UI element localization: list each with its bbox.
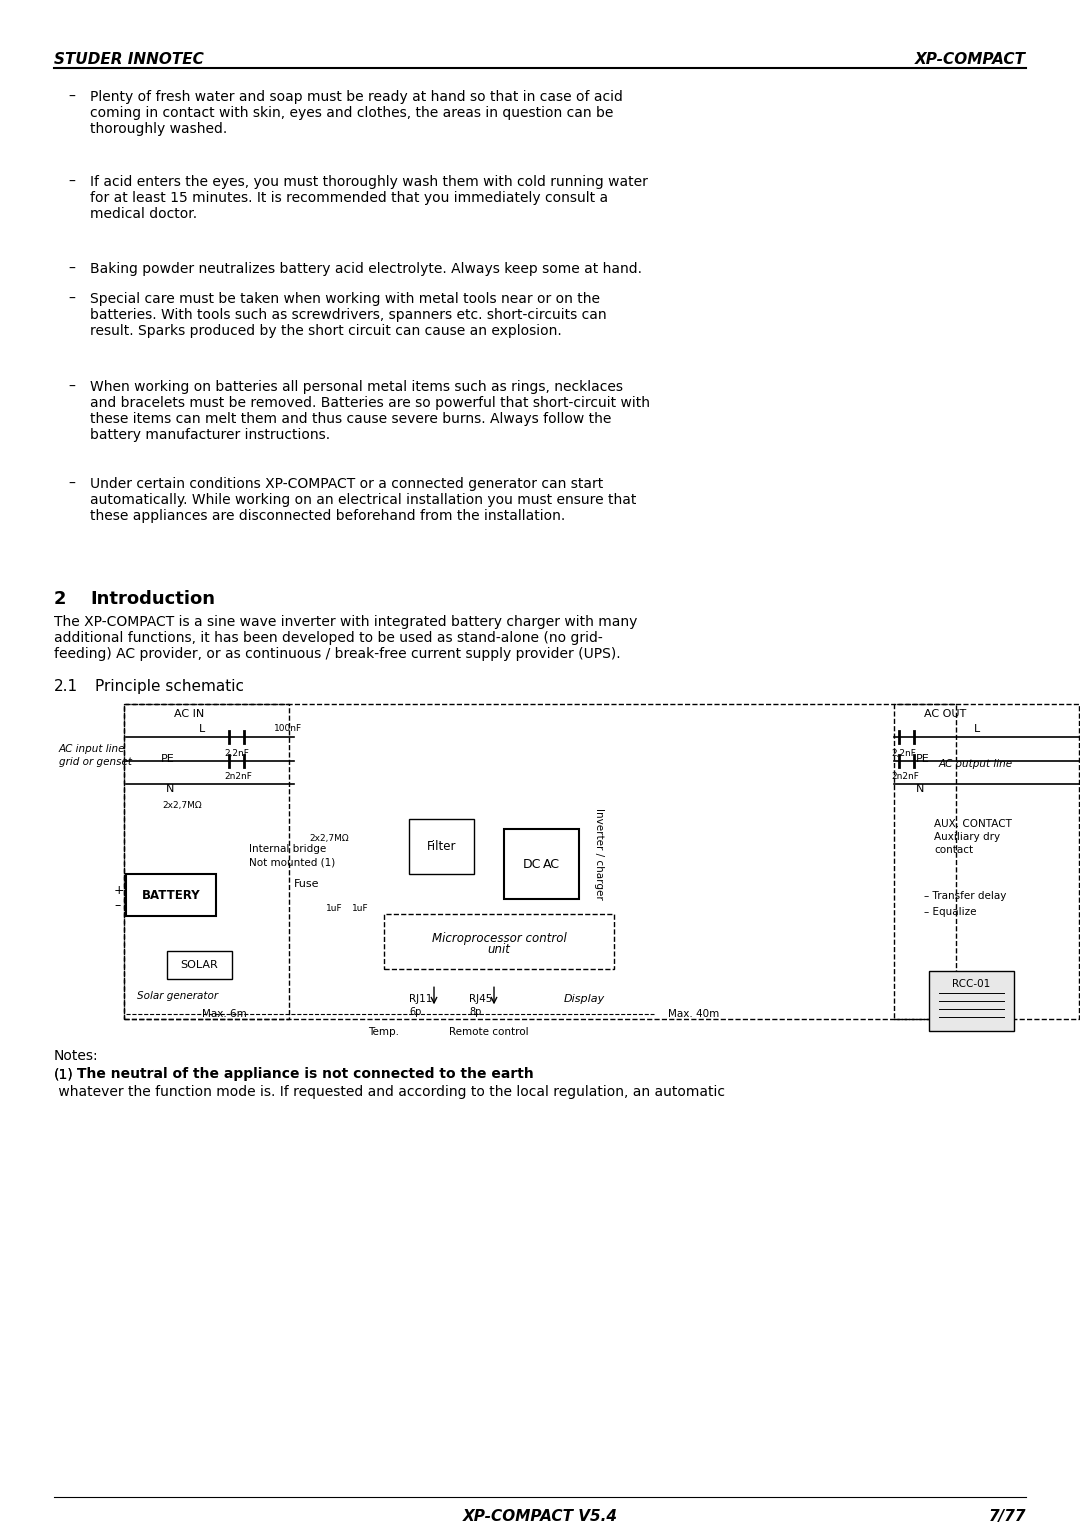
Text: 1uF: 1uF	[352, 905, 368, 914]
Text: 8p: 8p	[469, 1007, 482, 1018]
Text: –: –	[68, 380, 75, 394]
Text: N: N	[916, 784, 924, 795]
Text: Fuse: Fuse	[294, 879, 320, 889]
Bar	[409, 819, 474, 874]
Text: 2n2nF: 2n2nF	[224, 773, 252, 781]
Bar	[929, 972, 1014, 1031]
Text: The neutral of the appliance is not connected to the earth: The neutral of the appliance is not conn…	[72, 1067, 534, 1082]
Text: AC input line: AC input line	[59, 744, 125, 755]
Text: PE: PE	[161, 755, 175, 764]
Text: Baking powder neutralizes battery acid electrolyte. Always keep some at hand.: Baking powder neutralizes battery acid e…	[90, 261, 642, 277]
Text: 2.1: 2.1	[54, 680, 78, 695]
Bar	[124, 704, 289, 1019]
Text: RCC-01: RCC-01	[953, 979, 990, 989]
Text: contact: contact	[934, 845, 973, 856]
Text: – Equalize: – Equalize	[924, 908, 976, 917]
Text: When working on batteries all personal metal items such as rings, necklaces
and : When working on batteries all personal m…	[90, 380, 650, 442]
Text: 2: 2	[54, 590, 67, 608]
Text: +: +	[114, 883, 124, 897]
Text: Max. 40m: Max. 40m	[669, 1010, 719, 1019]
Text: Temp.: Temp.	[368, 1027, 400, 1038]
Bar	[384, 914, 615, 969]
Text: N: N	[166, 784, 174, 795]
Text: Internal bridge: Internal bridge	[249, 845, 326, 854]
Text: 2x2,7MΩ: 2x2,7MΩ	[162, 801, 202, 810]
Text: Solar generator: Solar generator	[137, 992, 218, 1001]
Text: 2,2nF: 2,2nF	[224, 749, 248, 758]
Text: Not mounted (1): Not mounted (1)	[249, 857, 335, 868]
Text: Introduction: Introduction	[90, 590, 215, 608]
Text: Display: Display	[564, 995, 605, 1004]
Text: Max. 6m: Max. 6m	[202, 1010, 246, 1019]
Text: Special care must be taken when working with metal tools near or on the
batterie: Special care must be taken when working …	[90, 292, 607, 338]
Text: Plenty of fresh water and soap must be ready at hand so that in case of acid
com: Plenty of fresh water and soap must be r…	[90, 90, 623, 136]
Text: AC: AC	[543, 857, 561, 871]
Text: AC output line: AC output line	[939, 759, 1013, 770]
Text: –: –	[68, 174, 75, 189]
Text: –: –	[114, 898, 120, 912]
Text: Notes:: Notes:	[54, 1050, 98, 1063]
Text: If acid enters the eyes, you must thoroughly wash them with cold running water
f: If acid enters the eyes, you must thorou…	[90, 174, 648, 222]
Text: Filter: Filter	[427, 840, 456, 853]
Text: Principle schematic: Principle schematic	[95, 680, 244, 695]
Text: The XP-COMPACT is a sine wave inverter with integrated battery charger with many: The XP-COMPACT is a sine wave inverter w…	[54, 614, 637, 662]
Text: 6p: 6p	[409, 1007, 421, 1018]
Text: 100nF: 100nF	[274, 724, 302, 733]
Text: (1): (1)	[54, 1067, 73, 1082]
Text: –: –	[68, 90, 75, 104]
Text: unit: unit	[487, 943, 511, 957]
Bar	[167, 952, 232, 979]
Text: L: L	[199, 724, 205, 735]
Text: grid or genset: grid or genset	[59, 758, 132, 767]
Text: BATTERY: BATTERY	[141, 889, 200, 902]
Text: 7/77: 7/77	[988, 1508, 1026, 1523]
Bar	[504, 830, 579, 900]
Text: –: –	[68, 477, 75, 490]
Text: Remote control: Remote control	[449, 1027, 529, 1038]
Text: XP-COMPACT V5.4: XP-COMPACT V5.4	[462, 1508, 618, 1523]
Text: 2,2nF: 2,2nF	[891, 749, 916, 758]
Text: RJ11: RJ11	[409, 995, 432, 1004]
Text: –: –	[68, 292, 75, 306]
Text: 2x2,7MΩ: 2x2,7MΩ	[309, 834, 349, 843]
Text: Under certain conditions XP-COMPACT or a connected generator can start
automatic: Under certain conditions XP-COMPACT or a…	[90, 477, 636, 523]
Text: 1uF: 1uF	[326, 905, 342, 914]
Text: DC: DC	[523, 857, 541, 871]
Text: Microprocessor control: Microprocessor control	[432, 932, 566, 946]
Text: L: L	[974, 724, 981, 735]
Bar	[894, 704, 1079, 1019]
Text: 2n2nF: 2n2nF	[891, 773, 919, 781]
Text: RJ45: RJ45	[469, 995, 492, 1004]
Text: XP-COMPACT: XP-COMPACT	[915, 52, 1026, 67]
Text: –: –	[68, 261, 75, 277]
Text: PE: PE	[916, 755, 930, 764]
Text: (1): (1)	[54, 1067, 73, 1082]
Text: Inverter / charger: Inverter / charger	[594, 808, 604, 900]
Text: – Transfer delay: – Transfer delay	[924, 891, 1007, 902]
Text: STUDER INNOTEC: STUDER INNOTEC	[54, 52, 204, 67]
Text: whatever the function mode is. If requested and according to the local regulatio: whatever the function mode is. If reques…	[54, 1085, 725, 1099]
Text: Auxiliary dry: Auxiliary dry	[934, 833, 1000, 842]
Text: AUX. CONTACT: AUX. CONTACT	[934, 819, 1012, 830]
Text: AC OUT: AC OUT	[924, 709, 967, 720]
Bar	[124, 704, 956, 1019]
Bar	[126, 874, 216, 917]
Text: AC IN: AC IN	[174, 709, 204, 720]
Text: SOLAR: SOLAR	[180, 960, 218, 970]
